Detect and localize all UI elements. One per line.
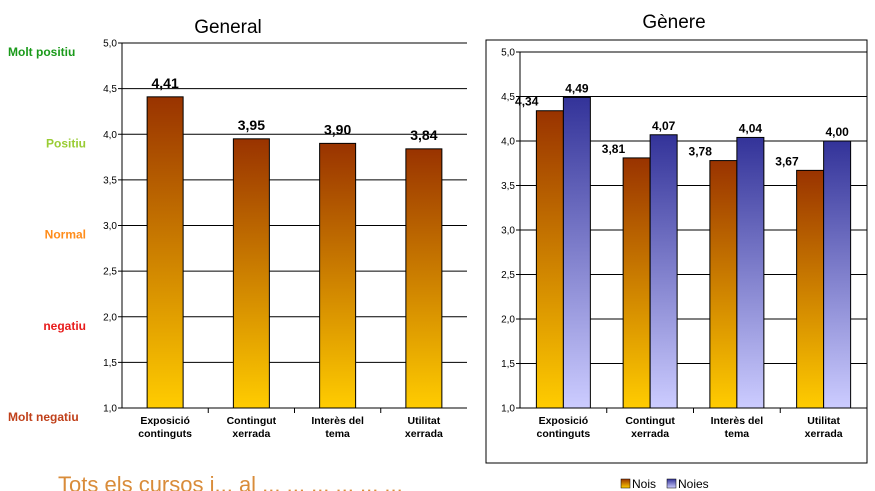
left-data-label: 3,95 bbox=[238, 117, 265, 133]
left-bar-value bbox=[232, 138, 270, 409]
right-y-tick-label: 3,5 bbox=[501, 181, 515, 192]
right-y-tick-label: 3,0 bbox=[501, 226, 515, 237]
left-category-label: Contingut bbox=[227, 415, 277, 427]
legend-swatch-noies bbox=[666, 478, 677, 489]
left-category-label: tema bbox=[325, 428, 350, 440]
left-y-tick-label: 1,5 bbox=[103, 358, 117, 369]
right-y-tick-label: 4,5 bbox=[501, 92, 515, 103]
right-y-tick-label: 1,0 bbox=[501, 404, 515, 415]
right-y-tick-label: 2,5 bbox=[501, 270, 515, 281]
left-category-label: Utilitat bbox=[408, 415, 441, 427]
right-data-label: 4,34 bbox=[515, 95, 539, 109]
right-bar-noies bbox=[562, 96, 591, 409]
legend: Nois Noies bbox=[620, 477, 709, 491]
left-y-tick-label: 1,0 bbox=[103, 404, 117, 415]
left-y-tick-label: 4,0 bbox=[103, 130, 117, 141]
left-bar-value bbox=[405, 148, 443, 409]
left-y-tick-label: 4,5 bbox=[103, 84, 117, 95]
left-data-label: 3,90 bbox=[324, 121, 351, 137]
left-y-tick-label: 2,0 bbox=[103, 312, 117, 323]
genere-chart: Gènere 1,0 1,5 2,0 2,5 3,0 3,5 4,0 4,5 5,0 4,34 4… bbox=[485, 12, 868, 464]
scale-label: Positiu bbox=[46, 136, 86, 150]
caption-text: Tots els cursos i... al ... ... ... ... … bbox=[58, 472, 403, 491]
left-data-label: 4,41 bbox=[152, 75, 179, 91]
right-bar-noies bbox=[823, 140, 852, 409]
scale-label: negatiu bbox=[43, 319, 86, 333]
left-category-label: continguts bbox=[138, 428, 192, 440]
genere-chart-title: Gènere bbox=[642, 12, 705, 33]
right-y-tick-label: 1,5 bbox=[501, 359, 515, 370]
left-bar-value bbox=[319, 142, 357, 409]
right-bar-noies bbox=[736, 136, 765, 409]
right-data-label: 4,49 bbox=[565, 81, 589, 95]
right-y-tick-label: 2,0 bbox=[501, 315, 515, 326]
right-category-label: Utilitat bbox=[807, 415, 840, 427]
right-data-label: 3,67 bbox=[775, 154, 799, 168]
legend-swatch-nois bbox=[620, 478, 631, 489]
scale-label: Molt negatiu bbox=[8, 410, 79, 424]
right-y-tick-label: 5,0 bbox=[501, 48, 515, 59]
scale-label: Molt positiu bbox=[8, 45, 75, 59]
left-category-label: Exposició bbox=[140, 415, 190, 427]
left-y-tick-label: 2,5 bbox=[103, 267, 117, 278]
right-bar-nois bbox=[796, 169, 825, 409]
right-category-label: Interès del bbox=[711, 415, 764, 427]
left-y-tick-label: 5,0 bbox=[103, 39, 117, 50]
right-data-label: 4,04 bbox=[739, 121, 763, 135]
right-category-label: xerrada bbox=[805, 428, 843, 440]
right-data-label: 3,78 bbox=[689, 145, 713, 159]
right-y-tick-label: 4,0 bbox=[501, 137, 515, 148]
left-y-tick-label: 3,5 bbox=[103, 175, 117, 186]
right-data-label: 4,07 bbox=[652, 119, 676, 133]
right-bar-nois bbox=[535, 110, 564, 409]
general-chart-title: General bbox=[194, 17, 262, 38]
right-data-label: 3,81 bbox=[602, 142, 626, 156]
left-bar-value bbox=[146, 96, 184, 409]
left-category-label: xerrada bbox=[232, 428, 270, 440]
general-chart: General 1,0 1,5 2,0 2,5 3,0 3,5 4,0 4,5 5,0 4,41… bbox=[8, 17, 467, 440]
left-category-label: xerrada bbox=[405, 428, 443, 440]
scale-label: Normal bbox=[45, 228, 86, 242]
left-y-tick-label: 3,0 bbox=[103, 221, 117, 232]
right-data-label: 4,00 bbox=[825, 125, 849, 139]
right-category-label: Contingut bbox=[625, 415, 675, 427]
legend-label-noies: Noies bbox=[678, 477, 709, 491]
right-bar-noies bbox=[649, 134, 678, 409]
right-category-label: xerrada bbox=[631, 428, 669, 440]
genere-plot-frame bbox=[485, 39, 868, 464]
legend-label-nois: Nois bbox=[632, 477, 656, 491]
left-data-label: 3,84 bbox=[410, 127, 437, 143]
right-bar-nois bbox=[622, 157, 651, 409]
right-category-label: tema bbox=[725, 428, 750, 440]
right-bar-nois bbox=[709, 160, 738, 409]
left-category-label: Interès del bbox=[311, 415, 364, 427]
right-category-label: Exposició bbox=[539, 415, 589, 427]
right-category-label: continguts bbox=[537, 428, 591, 440]
